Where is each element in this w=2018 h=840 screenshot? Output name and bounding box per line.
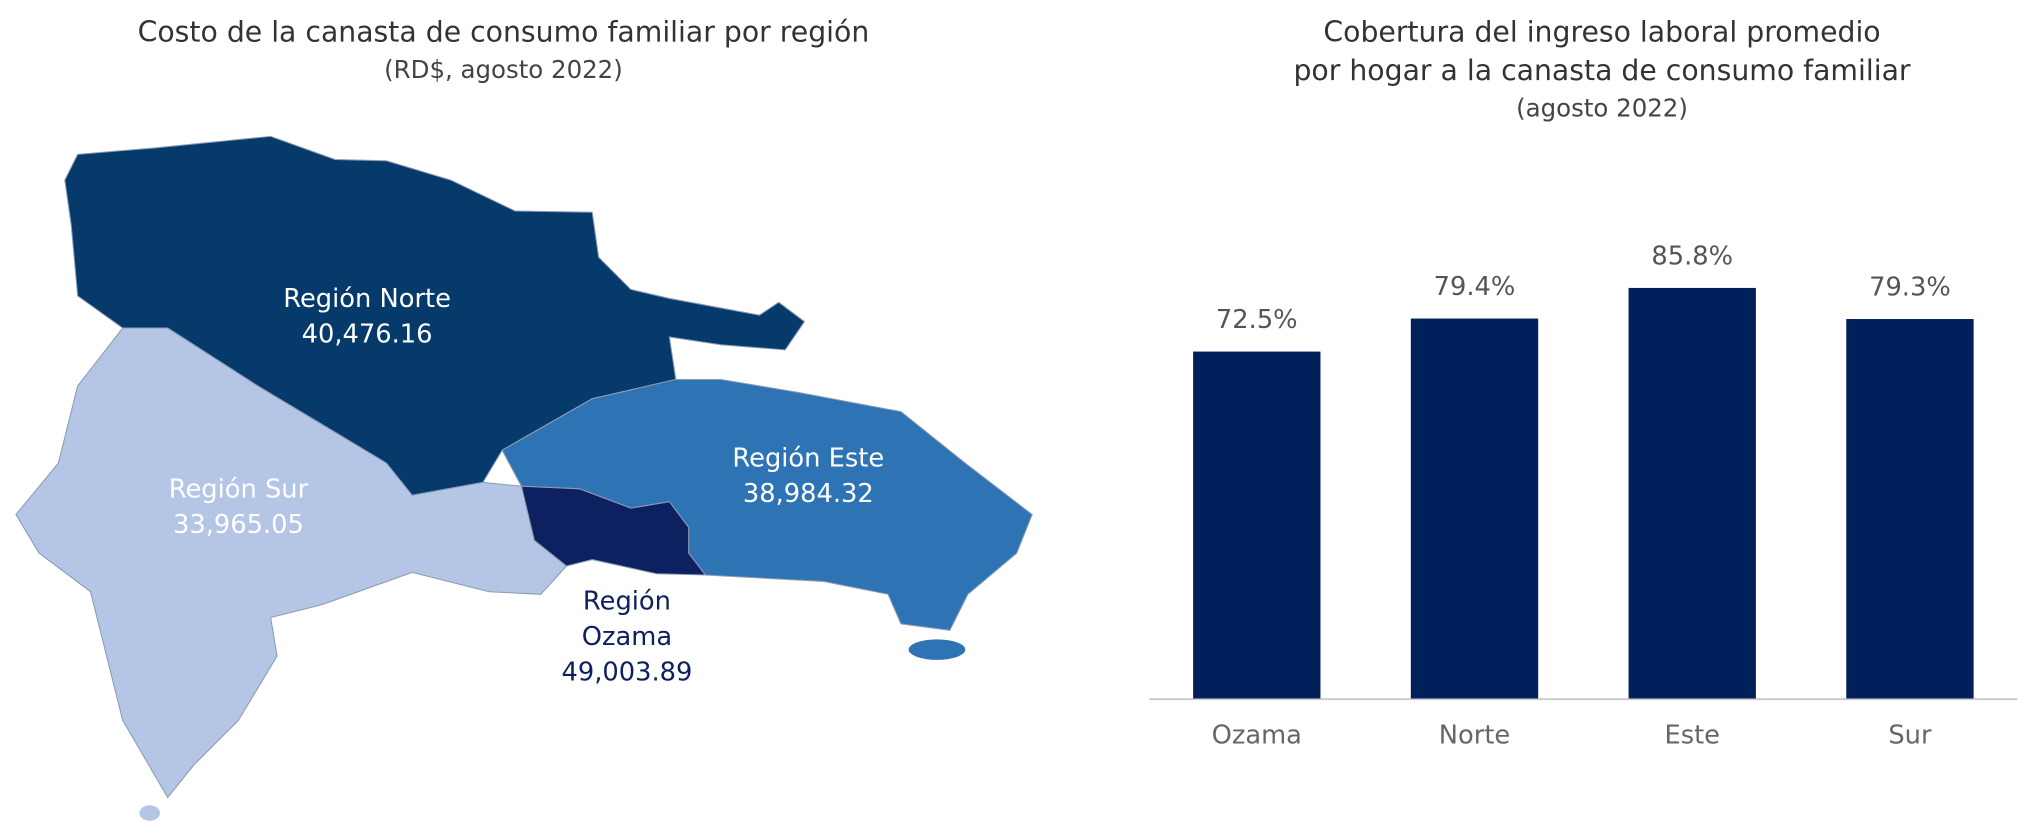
island bbox=[139, 805, 160, 821]
map-title: Costo de la canasta de consumo familiar … bbox=[138, 15, 870, 48]
map-region bbox=[520, 485, 707, 576]
region-name: Ozama bbox=[582, 622, 672, 652]
region-value: 40,476.16 bbox=[302, 320, 433, 350]
bar bbox=[1193, 351, 1321, 699]
region-value: 49,003.89 bbox=[561, 657, 692, 687]
map-subtitle: (RD$, agosto 2022) bbox=[384, 55, 623, 84]
chart-title: Cobertura del ingreso laboral promedio bbox=[1323, 15, 1880, 48]
region-value: 33,965.05 bbox=[173, 510, 304, 540]
island bbox=[908, 639, 966, 660]
region-name: Región Norte bbox=[283, 284, 451, 314]
value-label: 72.5% bbox=[1216, 305, 1298, 335]
region-value: 38,984.32 bbox=[743, 479, 874, 509]
chart-subtitle: (agosto 2022) bbox=[1516, 93, 1688, 122]
x-tick-label: Ozama bbox=[1212, 720, 1302, 750]
region-name: Región Sur bbox=[169, 475, 309, 505]
value-label: 79.3% bbox=[1869, 273, 1951, 303]
x-tick-label: Este bbox=[1664, 720, 1720, 750]
value-label: 79.4% bbox=[1434, 272, 1516, 302]
bar bbox=[1846, 319, 1974, 699]
x-tick-label: Sur bbox=[1888, 720, 1932, 750]
value-label: 85.8% bbox=[1651, 242, 1733, 272]
region-name: Región Este bbox=[732, 444, 884, 474]
map-region bbox=[15, 327, 568, 799]
chart-title: por hogar a la canasta de consumo famili… bbox=[1293, 54, 1910, 87]
bar bbox=[1410, 318, 1539, 699]
bar bbox=[1628, 287, 1756, 699]
region-name: Región bbox=[583, 587, 671, 617]
x-tick-label: Norte bbox=[1439, 720, 1510, 750]
